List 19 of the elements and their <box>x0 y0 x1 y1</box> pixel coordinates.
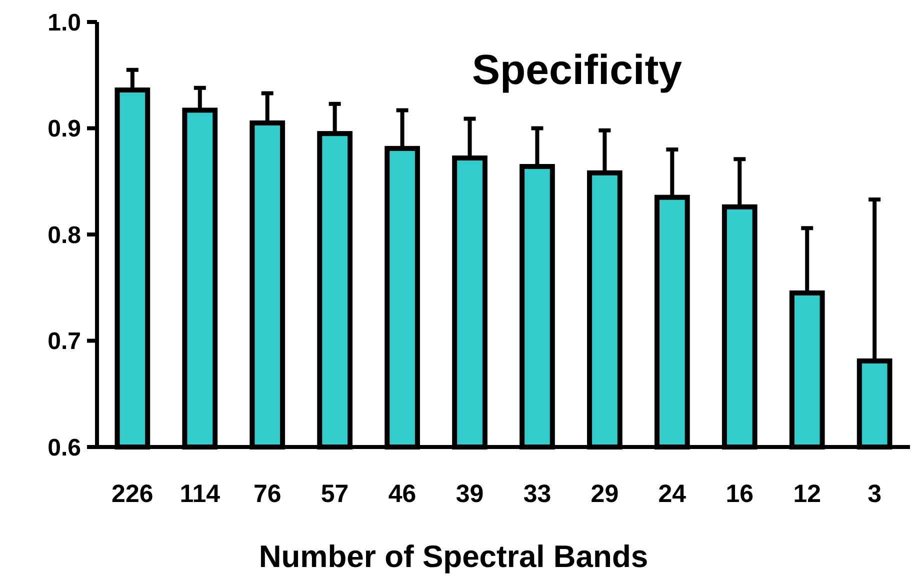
x-tick-label: 226 <box>112 480 154 508</box>
x-tick-label: 16 <box>726 480 754 508</box>
text: Specificity <box>472 46 683 93</box>
y-tick-label: 1.0 <box>48 9 81 36</box>
x-tick-label: 33 <box>523 480 552 508</box>
y-tick-label: 0.6 <box>48 434 81 462</box>
x-tick-label: 29 <box>590 480 619 508</box>
x-tick-label: 76 <box>253 480 282 508</box>
y-tick-label: 0.8 <box>48 222 81 249</box>
y-tick-label: 0.9 <box>48 116 81 143</box>
x-tick-label: 46 <box>388 480 416 508</box>
y-tick-label: 0.7 <box>48 328 81 356</box>
x-tick-label: 114 <box>180 480 220 508</box>
x-tick-label: 12 <box>793 480 822 508</box>
x-tick-label: 3 <box>868 480 882 508</box>
x-axis-title: Number of Spectral Bands <box>258 539 648 574</box>
x-tick-label: 24 <box>658 480 686 508</box>
x-tick-label: 39 <box>456 480 484 508</box>
x-tick-label: 57 <box>320 480 349 508</box>
